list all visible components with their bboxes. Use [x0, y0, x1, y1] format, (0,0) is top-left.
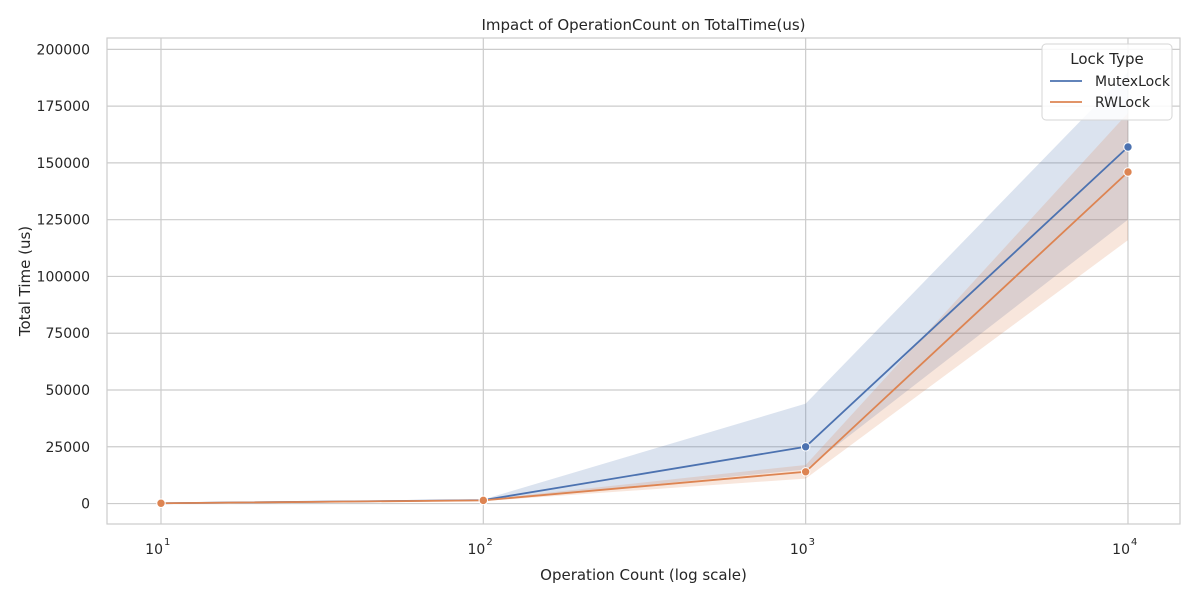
rwlock-point [478, 495, 489, 506]
y-tick-labels: 0 25000 50000 75000 100000 125000 150000 175000… [37, 42, 90, 512]
rwlock-line [160, 171, 1129, 505]
mutexlock-point [1123, 142, 1133, 152]
x-tick-base: 10 [467, 542, 485, 558]
gridlines [107, 38, 1180, 524]
x-tick-label: 10 1 [145, 537, 170, 558]
legend: Lock Type MutexLock RWLock [1041, 43, 1173, 121]
y-axis-title: Total Time (us) [16, 226, 34, 337]
y-tick-label: 125000 [37, 213, 90, 229]
y-tick-label: 50000 [45, 383, 90, 399]
x-tick-label: 10 2 [467, 537, 492, 558]
series-lines [160, 146, 1129, 505]
x-tick-exponent: 1 [164, 537, 170, 548]
x-tick-base: 10 [145, 542, 163, 558]
y-tick-label: 175000 [37, 99, 90, 115]
x-axis-title: Operation Count (log scale) [540, 566, 747, 584]
x-tick-label: 10 4 [1112, 537, 1137, 558]
x-tick-base: 10 [1112, 542, 1130, 558]
y-tick-label: 150000 [37, 156, 90, 172]
y-tick-label: 200000 [37, 42, 90, 58]
mutexlock-confidence-band [160, 72, 1128, 504]
rwlock-point [800, 467, 811, 477]
y-tick-label: 100000 [37, 269, 90, 285]
legend-label-mutexlock: MutexLock [1095, 74, 1171, 90]
legend-title: Lock Type [1070, 50, 1143, 68]
y-tick-label: 75000 [45, 326, 90, 342]
confidence-bands [160, 72, 1128, 504]
chart-title: Impact of OperationCount on TotalTime(us… [481, 16, 805, 34]
rwlock-confidence-band [160, 112, 1128, 504]
x-tick-exponent: 2 [486, 537, 492, 548]
series-points [156, 142, 1133, 508]
y-tick-label: 0 [81, 497, 90, 513]
x-tick-base: 10 [790, 542, 808, 558]
rwlock-point [1123, 167, 1133, 177]
x-tick-exponent: 3 [809, 537, 815, 548]
x-tick-label: 10 3 [790, 537, 815, 558]
plot-frame [106, 37, 1181, 525]
y-tick-label: 25000 [45, 440, 90, 456]
legend-label-rwlock: RWLock [1095, 95, 1151, 111]
mutexlock-point [800, 442, 811, 452]
x-tick-labels: 10 1 10 2 10 3 10 4 [145, 537, 1137, 558]
rwlock-point [156, 498, 166, 508]
x-tick-exponent: 4 [1131, 537, 1137, 548]
legend-box [1041, 43, 1173, 121]
